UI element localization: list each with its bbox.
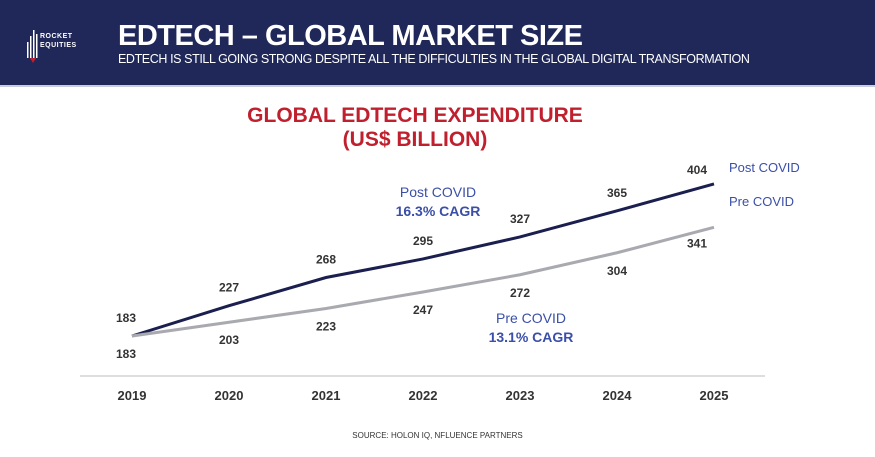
annotation-pre-line1: Pre COVID xyxy=(496,310,566,326)
data-label: 268 xyxy=(316,253,336,267)
data-label: 227 xyxy=(219,281,239,295)
x-tick-label: 2020 xyxy=(215,388,244,403)
chart-subtitle: (US$ BILLION) xyxy=(343,128,488,151)
data-label: 183 xyxy=(116,311,136,325)
x-tick-label: 2025 xyxy=(700,388,729,403)
data-label: 304 xyxy=(607,264,627,278)
data-label: 247 xyxy=(413,303,433,317)
data-label: 295 xyxy=(413,234,433,248)
series-line-post-covid xyxy=(131,182,715,338)
page-subtitle: EDTECH IS STILL GOING STRONG DESPITE ALL… xyxy=(118,52,750,66)
chart-title: GLOBAL EDTECH EXPENDITURE xyxy=(247,104,583,127)
logo-text: ROCKET EQUITIES xyxy=(40,33,77,49)
annotation-post-line2: 16.3% CAGR xyxy=(396,203,481,219)
legend-post-covid: Post COVID xyxy=(729,160,800,175)
data-label: 341 xyxy=(687,236,707,250)
x-tick-label: 2023 xyxy=(506,388,535,403)
data-label: 203 xyxy=(219,333,239,347)
series-line-pre-covid xyxy=(131,225,715,338)
data-label: 223 xyxy=(316,319,336,333)
x-tick-label: 2019 xyxy=(118,388,147,403)
x-tick-label: 2024 xyxy=(603,388,633,403)
data-label: 404 xyxy=(687,163,707,177)
data-label: 365 xyxy=(607,186,627,200)
legend-pre-covid: Pre COVID xyxy=(729,194,794,209)
data-label: 272 xyxy=(510,286,530,300)
x-tick-label: 2022 xyxy=(409,388,438,403)
annotation-post-line1: Post COVID xyxy=(400,184,476,200)
data-label: 327 xyxy=(510,212,530,226)
annotation-pre-line2: 13.1% CAGR xyxy=(489,329,574,345)
x-tick-label: 2021 xyxy=(312,388,341,403)
data-label: 183 xyxy=(116,347,136,361)
rocket-logo-icon xyxy=(27,30,38,63)
header-banner: ROCKET EQUITIES EDTECH – GLOBAL MARKET S… xyxy=(0,0,875,87)
page-title: EDTECH – GLOBAL MARKET SIZE xyxy=(118,20,583,52)
source-note: SOURCE: HOLON IQ, NFLUENCE PARTNERS xyxy=(352,431,523,440)
